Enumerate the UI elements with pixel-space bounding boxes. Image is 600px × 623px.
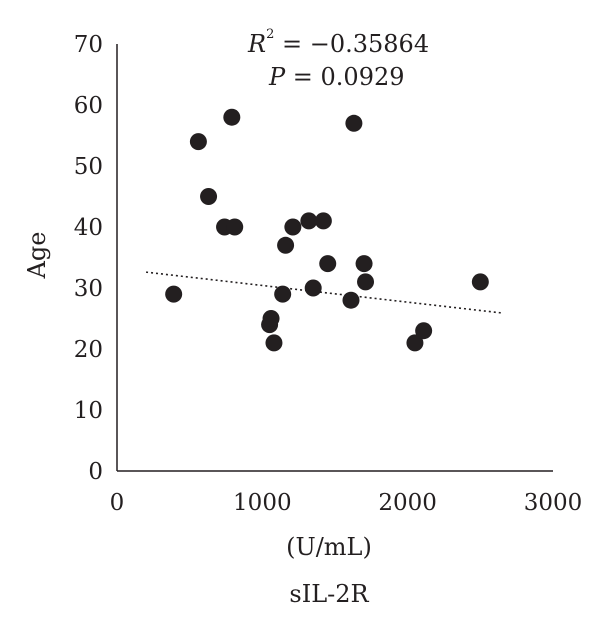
p-value-annotation: P = 0.0929 xyxy=(268,63,405,91)
data-point xyxy=(265,334,283,352)
r-squared-superscript: 2 xyxy=(266,27,274,42)
x-tick-label: 1000 xyxy=(233,490,292,516)
data-point xyxy=(314,212,332,230)
data-point xyxy=(357,273,375,291)
r-squared-symbol: R xyxy=(247,30,266,58)
data-point xyxy=(277,236,295,254)
y-tick-label: 60 xyxy=(74,93,103,119)
data-point xyxy=(300,212,318,230)
x-tick-label: 3000 xyxy=(524,490,583,516)
data-point xyxy=(406,334,424,352)
r-squared-annotation: R2 = −0.35864 xyxy=(247,27,429,58)
y-tick-label: 70 xyxy=(74,32,103,58)
p-value: = 0.0929 xyxy=(285,63,404,91)
data-point xyxy=(342,291,360,309)
y-tick-label: 10 xyxy=(74,398,103,424)
x-axis-title: (U/mL) xyxy=(286,533,372,561)
tick-labels: 0 10 20 30 40 50 60 70 0 1000 2000 3000 xyxy=(74,32,583,516)
data-point xyxy=(189,133,207,151)
y-tick-label: 40 xyxy=(74,215,103,241)
data-point xyxy=(223,108,241,126)
data-point xyxy=(415,322,433,340)
y-tick-label: 20 xyxy=(74,337,103,363)
data-point xyxy=(226,218,244,236)
x-tick-label: 2000 xyxy=(378,490,437,516)
data-point xyxy=(304,279,322,297)
y-tick-label: 30 xyxy=(74,276,103,302)
data-point xyxy=(274,285,292,303)
axes xyxy=(116,44,553,472)
r-squared-value: = −0.35864 xyxy=(274,30,429,58)
data-point xyxy=(319,255,337,273)
data-point xyxy=(345,114,363,132)
data-point xyxy=(165,285,183,303)
y-tick-label: 0 xyxy=(88,459,103,485)
trendline xyxy=(145,271,503,314)
points-group xyxy=(165,108,489,352)
data-point xyxy=(471,273,489,291)
x-tick-label: 0 xyxy=(110,490,125,516)
trendline-group xyxy=(145,271,503,314)
data-point xyxy=(284,218,302,236)
y-axis-title: Age xyxy=(23,232,51,280)
data-point xyxy=(355,255,373,273)
y-tick-label: 50 xyxy=(74,154,103,180)
data-point xyxy=(262,310,280,327)
p-symbol: P xyxy=(268,63,286,91)
data-point xyxy=(200,188,218,205)
x-axis-subtitle: sIL-2R xyxy=(289,580,369,608)
